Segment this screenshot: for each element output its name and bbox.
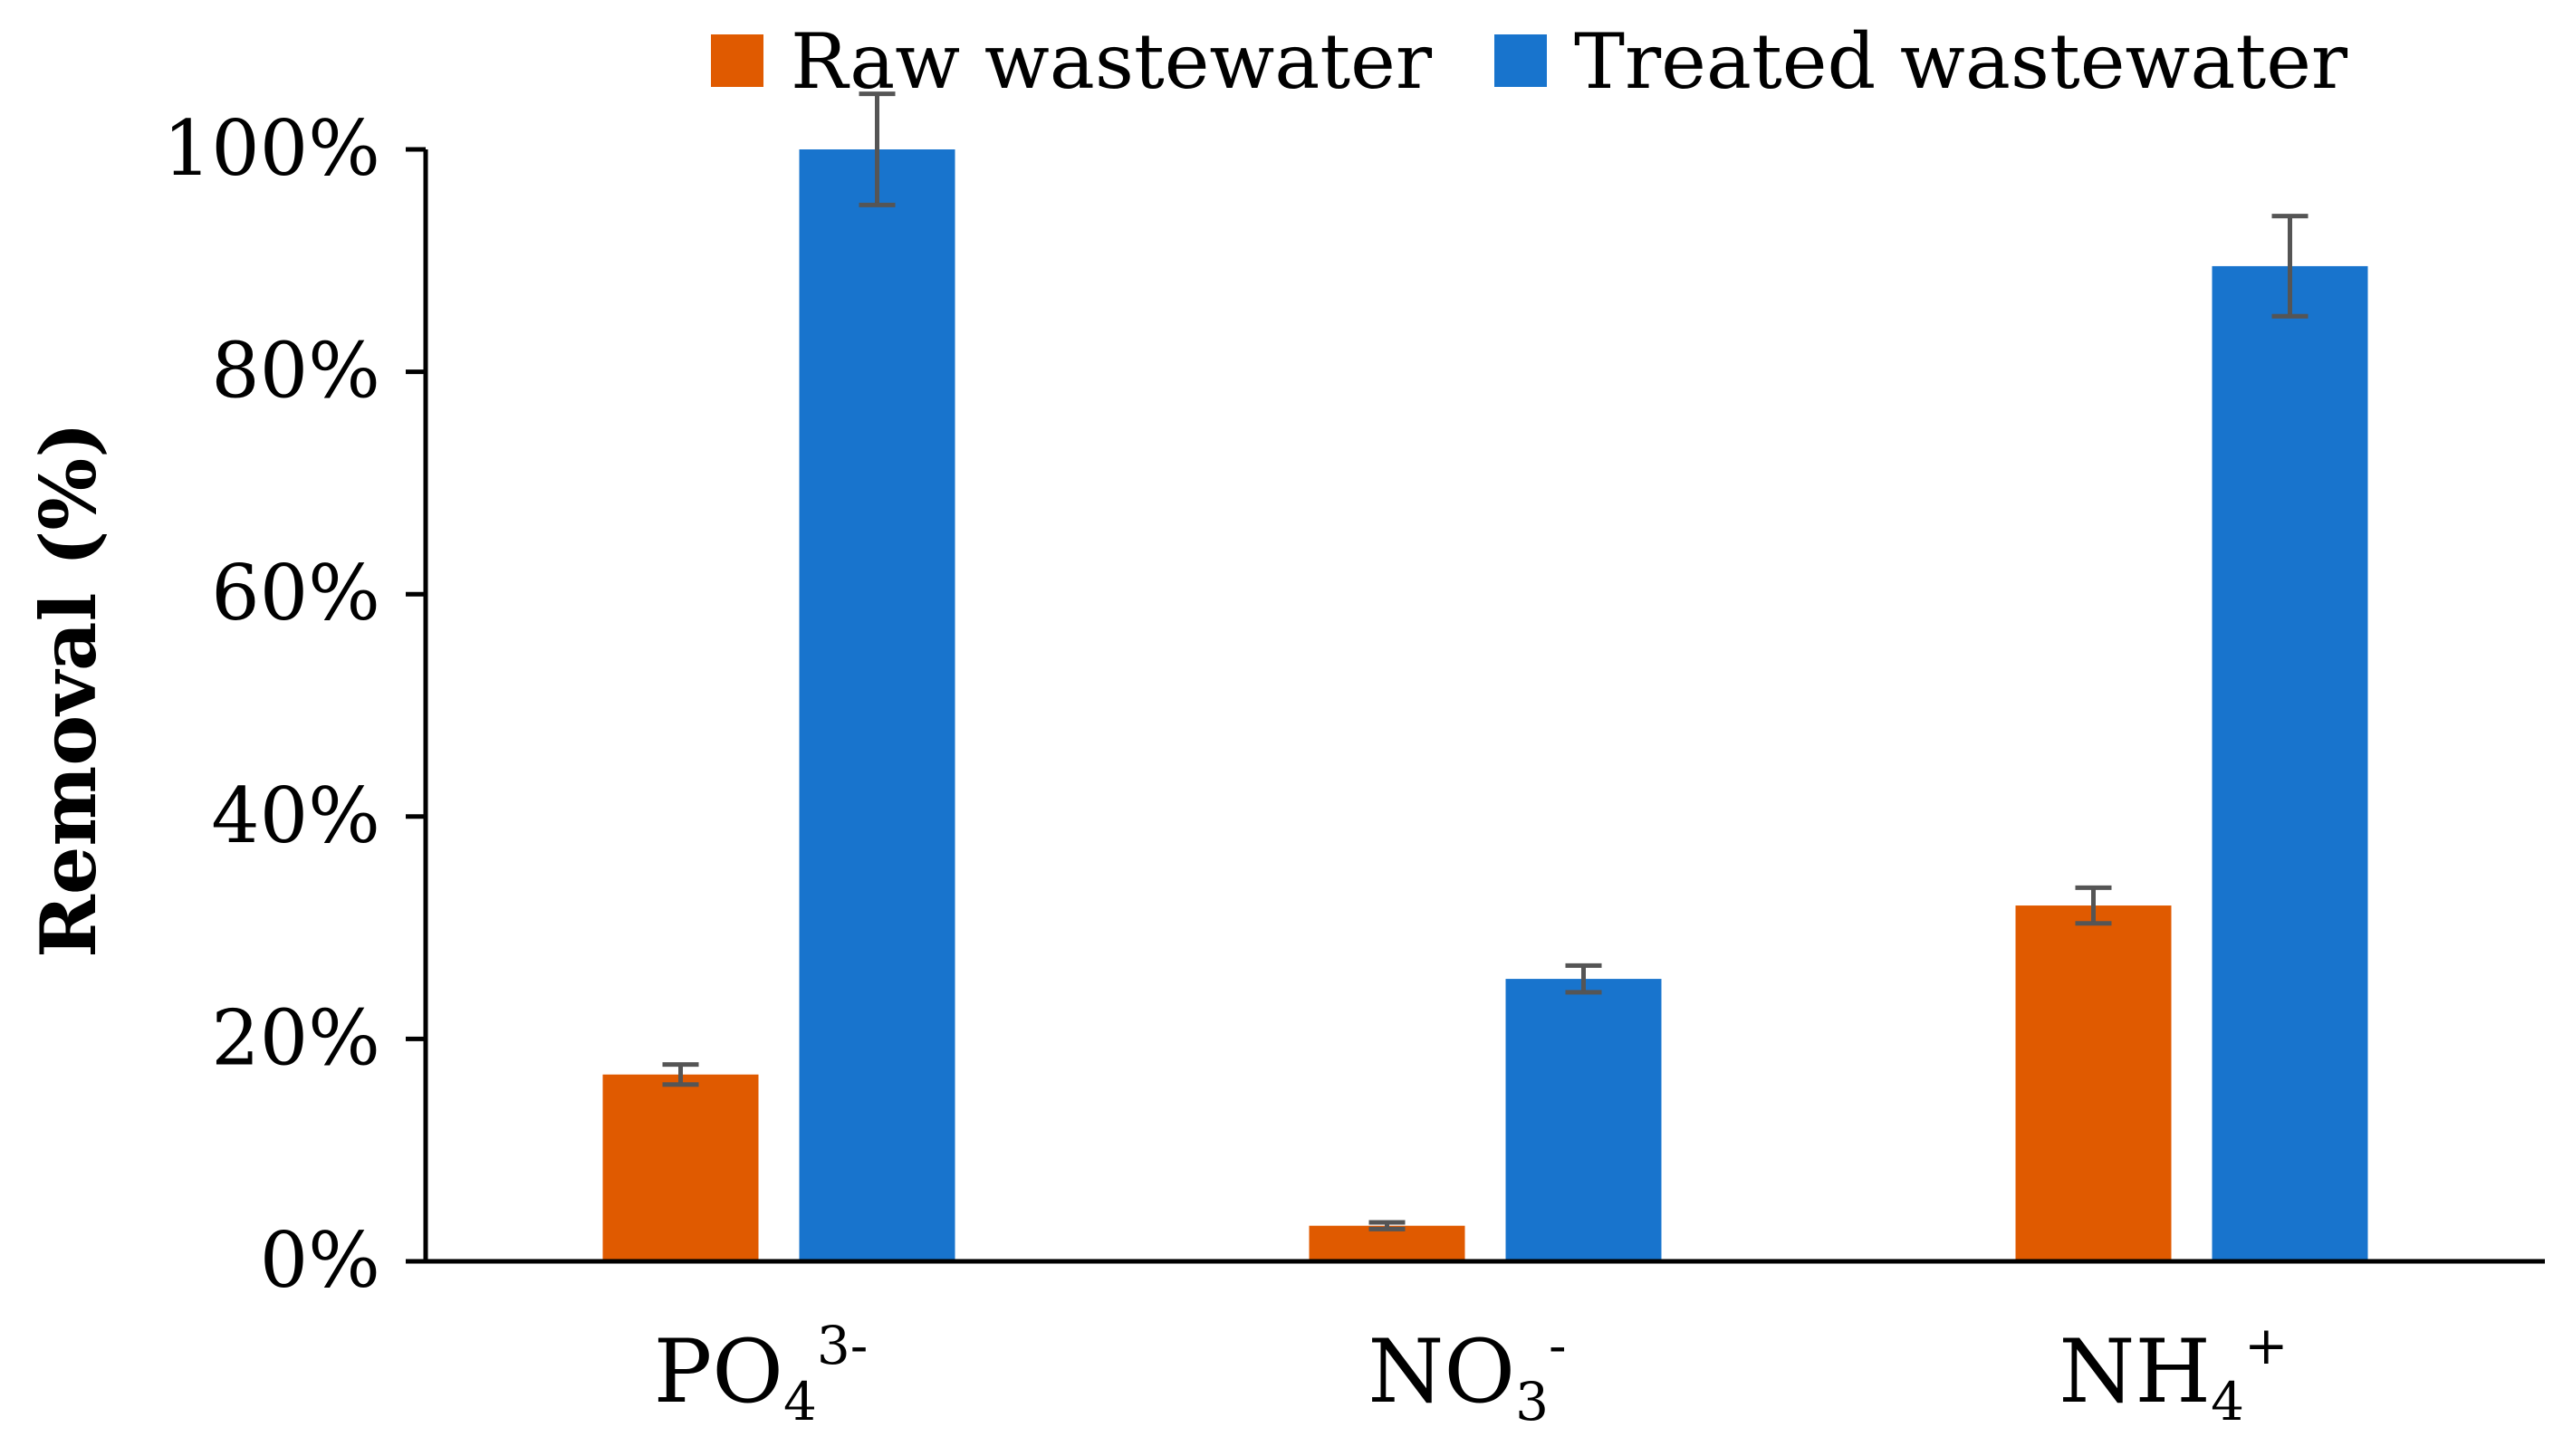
- x-axis: PO43- NO3- NH4+: [654, 1315, 2289, 1432]
- bar-raw-wastewater: [1309, 1225, 1465, 1261]
- bar-treated-wastewater: [799, 149, 955, 1261]
- y-axis: 0% 20% 40% 60% 80% 100%: [163, 104, 426, 1305]
- x-tick-label: NH4+: [2059, 1315, 2288, 1432]
- legend-label: Raw wastewater: [791, 17, 1433, 106]
- error-bars: [662, 91, 2309, 1231]
- bars: [602, 149, 2368, 1262]
- legend-label: Treated wastewater: [1574, 17, 2348, 106]
- y-tick-label: 100%: [163, 104, 380, 193]
- y-axis-label: Removal (%): [24, 422, 113, 958]
- x-tick-label: PO43-: [654, 1315, 869, 1432]
- x-tick-label: NO3-: [1368, 1315, 1566, 1432]
- y-tick-label: 0%: [260, 1216, 380, 1305]
- y-tick-label: 80%: [211, 327, 380, 416]
- legend-swatch: [1494, 34, 1547, 87]
- legend-swatch: [711, 34, 763, 87]
- y-tick-label: 20%: [211, 993, 380, 1082]
- bar-treated-wastewater: [1505, 979, 1662, 1261]
- legend: Raw wastewater Treated wastewater: [711, 17, 2348, 106]
- bar-raw-wastewater: [602, 1074, 759, 1261]
- bar-treated-wastewater: [2212, 265, 2368, 1262]
- bar-raw-wastewater: [2015, 905, 2172, 1261]
- y-tick-label: 40%: [211, 771, 380, 860]
- y-tick-label: 60%: [211, 549, 380, 637]
